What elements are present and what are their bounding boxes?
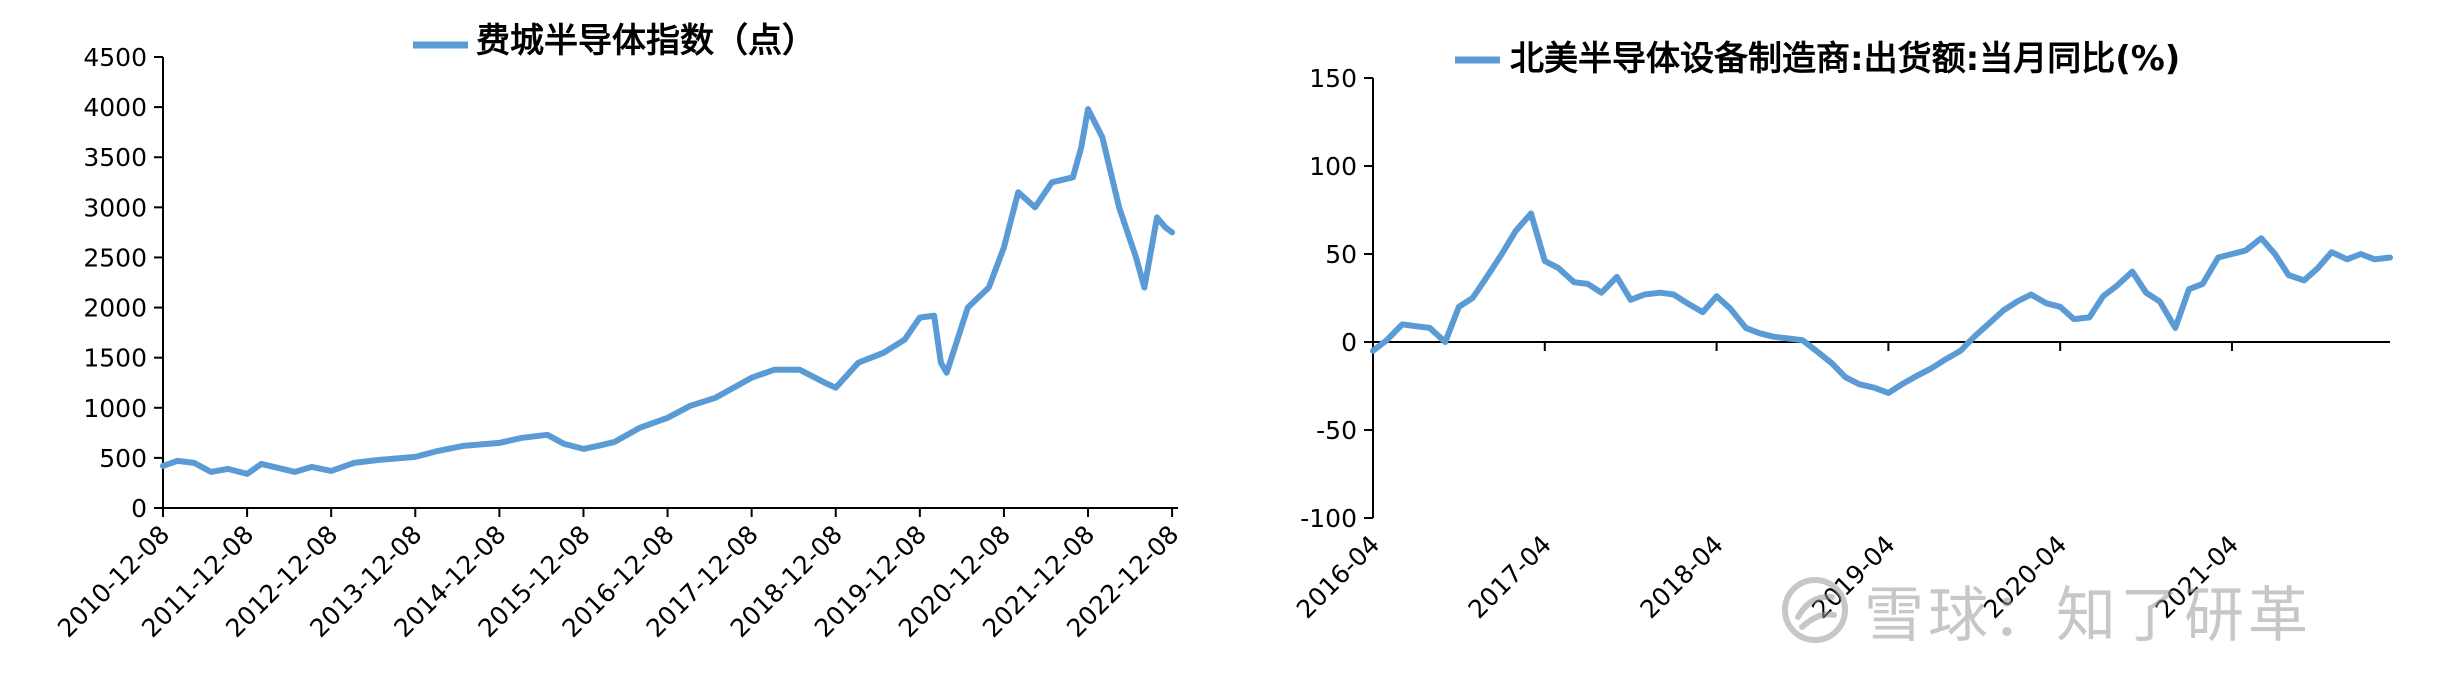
y-tick-label: 1000	[83, 394, 147, 423]
snowball-logo-icon	[1782, 577, 1848, 643]
y-tick-label: 150	[1309, 64, 1357, 93]
chart-sox-index: 0500100015002000250030003500400045002010…	[52, 21, 1184, 643]
x-tick-label: 2018-04	[1634, 530, 1728, 624]
y-tick-label: 2000	[83, 294, 147, 323]
y-tick-label: 2500	[83, 243, 147, 272]
y-tick-label: -50	[1316, 416, 1357, 445]
series-line	[1370, 210, 2393, 396]
series-line	[160, 106, 1176, 477]
x-tick-label: 2016-04	[1291, 530, 1385, 624]
y-tick-label: 0	[1341, 328, 1357, 357]
y-tick-label: 1500	[83, 344, 147, 373]
chart-title: 北美半导体设备制造商:出货额:当月同比(%)	[1510, 39, 2180, 79]
y-tick-label: 3000	[83, 193, 147, 222]
y-tick-label: 500	[99, 444, 147, 473]
y-tick-label: 3500	[83, 143, 147, 172]
y-tick-label: 4000	[83, 93, 147, 122]
y-tick-label: 0	[131, 494, 147, 523]
y-tick-label: 100	[1309, 152, 1357, 181]
watermark-text: 雪球：知了研革	[1864, 580, 2312, 651]
y-tick-label: 4500	[83, 43, 147, 72]
y-tick-label: -100	[1300, 504, 1357, 533]
chart-title: 费城半导体指数（点）	[476, 21, 816, 61]
y-tick-label: 50	[1325, 240, 1357, 269]
x-tick-label: 2017-04	[1463, 530, 1557, 624]
watermark: 雪球：知了研革	[1780, 565, 2420, 655]
